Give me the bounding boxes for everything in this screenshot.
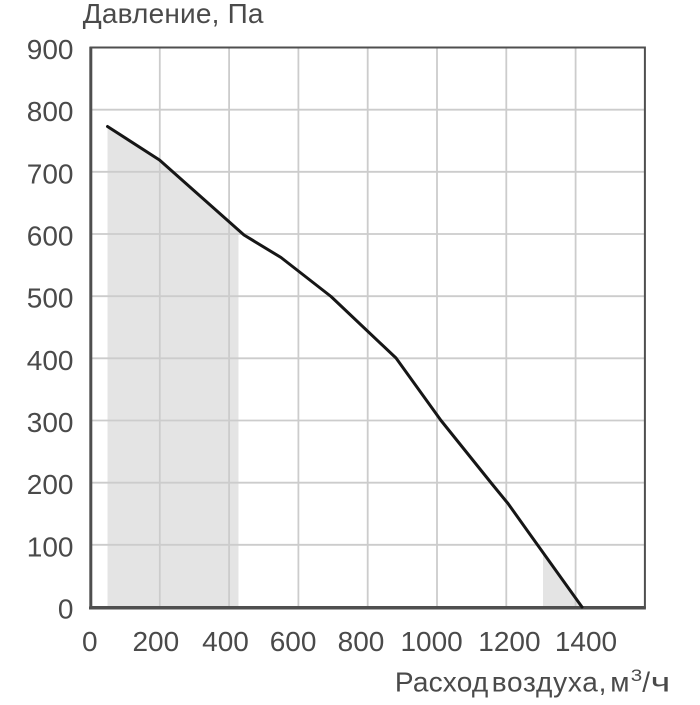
svg-text:Расход: Расход — [395, 667, 489, 698]
svg-text:1200: 1200 — [478, 626, 540, 657]
svg-text:Давление, Па: Давление, Па — [83, 0, 264, 29]
svg-text:600: 600 — [270, 626, 317, 657]
svg-text:400: 400 — [27, 345, 74, 376]
svg-text:0: 0 — [82, 626, 98, 657]
svg-text:/: / — [642, 667, 650, 698]
svg-text:700: 700 — [27, 158, 74, 189]
svg-text:0: 0 — [58, 594, 74, 625]
svg-text:800: 800 — [27, 96, 74, 127]
svg-text:200: 200 — [132, 626, 179, 657]
svg-text:600: 600 — [27, 221, 74, 252]
svg-text:200: 200 — [27, 469, 74, 500]
svg-text:воздуха,: воздуха, — [492, 667, 607, 698]
svg-text:900: 900 — [27, 34, 74, 65]
svg-text:1000: 1000 — [400, 626, 462, 657]
svg-text:800: 800 — [338, 626, 385, 657]
svg-text:400: 400 — [202, 626, 249, 657]
svg-text:м: м — [610, 667, 629, 698]
svg-text:100: 100 — [27, 531, 74, 562]
svg-text:500: 500 — [27, 283, 74, 314]
svg-text:ч: ч — [651, 667, 671, 698]
svg-text:300: 300 — [27, 407, 74, 438]
svg-text:1400: 1400 — [555, 626, 617, 657]
svg-text:3: 3 — [631, 666, 642, 685]
